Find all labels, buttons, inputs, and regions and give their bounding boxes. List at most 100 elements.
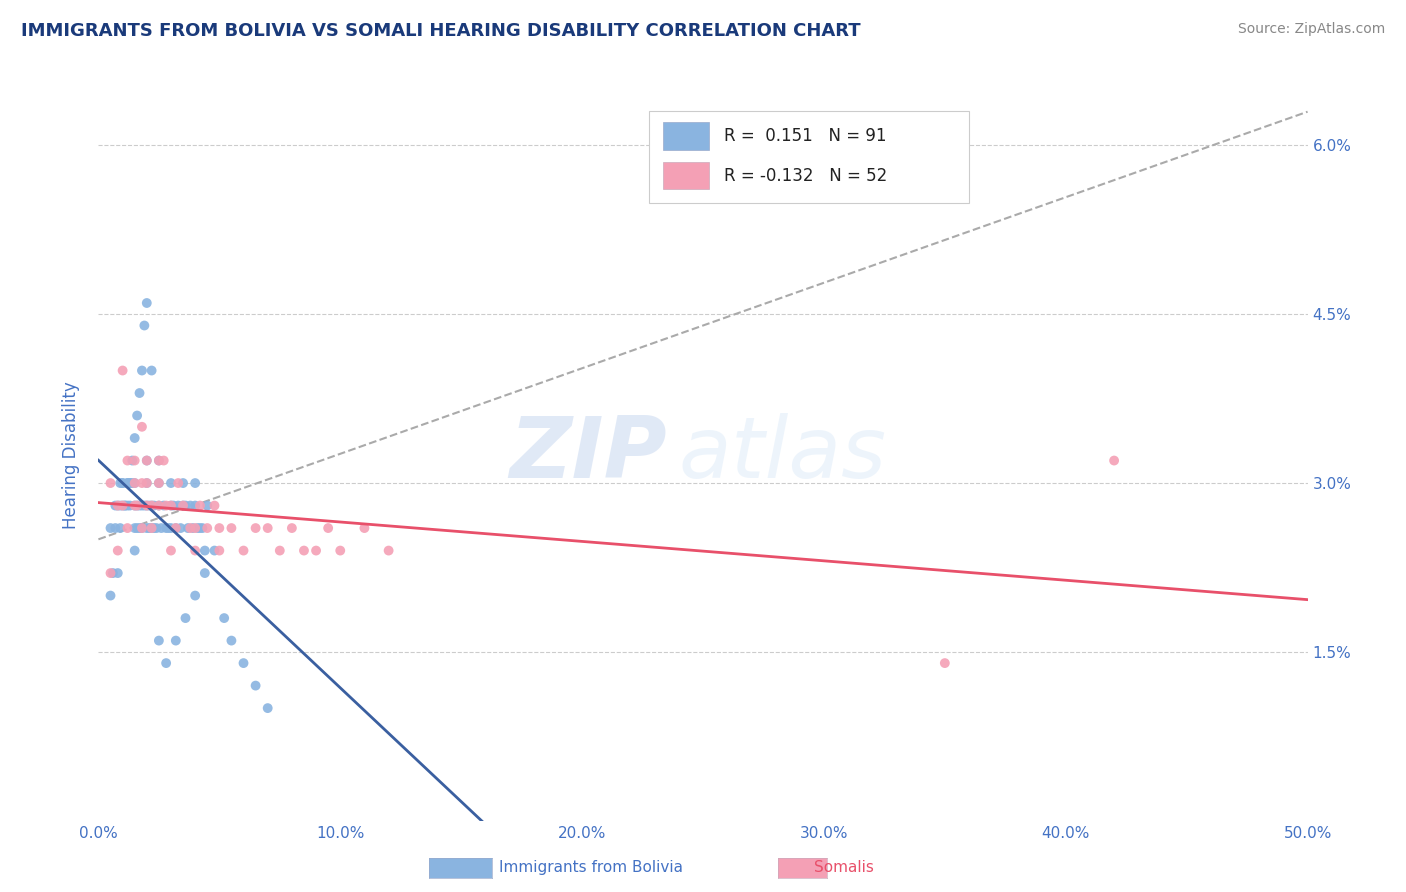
Point bbox=[121, 453, 143, 467]
Point bbox=[124, 521, 146, 535]
Point bbox=[131, 476, 153, 491]
Point bbox=[316, 521, 339, 535]
Point bbox=[212, 611, 235, 625]
Point bbox=[118, 476, 141, 491]
Point bbox=[101, 566, 124, 580]
Point bbox=[208, 521, 231, 535]
Point bbox=[353, 521, 375, 535]
Point bbox=[187, 521, 209, 535]
Point bbox=[131, 419, 153, 434]
Point bbox=[108, 499, 131, 513]
Point bbox=[245, 679, 267, 693]
Point bbox=[188, 521, 211, 535]
Point bbox=[232, 656, 254, 670]
Point bbox=[174, 499, 197, 513]
Point bbox=[135, 499, 157, 513]
Text: R = -0.132   N = 52: R = -0.132 N = 52 bbox=[724, 167, 887, 185]
Point bbox=[124, 543, 146, 558]
Point bbox=[1102, 453, 1125, 467]
Point bbox=[155, 656, 177, 670]
Point bbox=[148, 453, 170, 467]
Point bbox=[245, 521, 267, 535]
Point bbox=[162, 499, 184, 513]
Point bbox=[329, 543, 352, 558]
Point bbox=[135, 296, 157, 310]
Point bbox=[377, 543, 399, 558]
Y-axis label: Hearing Disability: Hearing Disability bbox=[62, 381, 80, 529]
Point bbox=[172, 476, 194, 491]
Point bbox=[157, 521, 180, 535]
Point bbox=[117, 476, 139, 491]
Point bbox=[107, 499, 129, 513]
Point bbox=[160, 521, 183, 535]
Point bbox=[194, 543, 217, 558]
Point bbox=[148, 476, 170, 491]
Point bbox=[160, 476, 183, 491]
Point bbox=[204, 499, 226, 513]
Point bbox=[135, 453, 157, 467]
Point bbox=[281, 521, 304, 535]
Point bbox=[138, 499, 160, 513]
Point bbox=[160, 499, 183, 513]
Point bbox=[111, 476, 134, 491]
Point bbox=[117, 453, 139, 467]
Text: atlas: atlas bbox=[679, 413, 887, 497]
Point bbox=[121, 476, 143, 491]
Point bbox=[172, 499, 194, 513]
Point bbox=[184, 499, 207, 513]
Point bbox=[100, 521, 122, 535]
Point bbox=[150, 521, 173, 535]
Point bbox=[169, 521, 191, 535]
Point bbox=[128, 386, 150, 401]
Point bbox=[160, 499, 183, 513]
Point bbox=[127, 499, 149, 513]
Point bbox=[232, 543, 254, 558]
Point bbox=[135, 476, 157, 491]
Point bbox=[148, 499, 170, 513]
Point bbox=[194, 566, 217, 580]
Point bbox=[124, 499, 146, 513]
Point bbox=[195, 499, 218, 513]
Point bbox=[160, 543, 183, 558]
Point bbox=[177, 521, 200, 535]
Point bbox=[111, 499, 134, 513]
Point bbox=[135, 499, 157, 513]
Point bbox=[204, 543, 226, 558]
Point bbox=[195, 521, 218, 535]
Point bbox=[148, 453, 170, 467]
Point bbox=[256, 701, 278, 715]
FancyBboxPatch shape bbox=[648, 112, 969, 202]
Point bbox=[135, 521, 157, 535]
Point bbox=[208, 543, 231, 558]
Point bbox=[152, 499, 174, 513]
Point bbox=[100, 589, 122, 603]
Point bbox=[148, 476, 170, 491]
Point bbox=[124, 499, 146, 513]
Point bbox=[128, 521, 150, 535]
Point bbox=[221, 521, 243, 535]
Text: Somalis: Somalis bbox=[814, 860, 873, 874]
Point bbox=[148, 633, 170, 648]
Point bbox=[165, 633, 187, 648]
Point bbox=[155, 521, 177, 535]
Point bbox=[145, 521, 167, 535]
Point bbox=[117, 499, 139, 513]
Point bbox=[184, 476, 207, 491]
Point bbox=[131, 521, 153, 535]
Point bbox=[172, 499, 194, 513]
Point bbox=[141, 521, 163, 535]
Point bbox=[127, 409, 149, 423]
Point bbox=[165, 521, 187, 535]
Point bbox=[141, 499, 163, 513]
Point bbox=[305, 543, 328, 558]
Point bbox=[131, 363, 153, 377]
Point bbox=[269, 543, 291, 558]
Point bbox=[100, 566, 122, 580]
Point bbox=[256, 521, 278, 535]
Point bbox=[124, 476, 146, 491]
FancyBboxPatch shape bbox=[664, 122, 709, 150]
Point bbox=[141, 521, 163, 535]
Point bbox=[100, 476, 122, 491]
FancyBboxPatch shape bbox=[664, 161, 709, 189]
Point bbox=[131, 521, 153, 535]
